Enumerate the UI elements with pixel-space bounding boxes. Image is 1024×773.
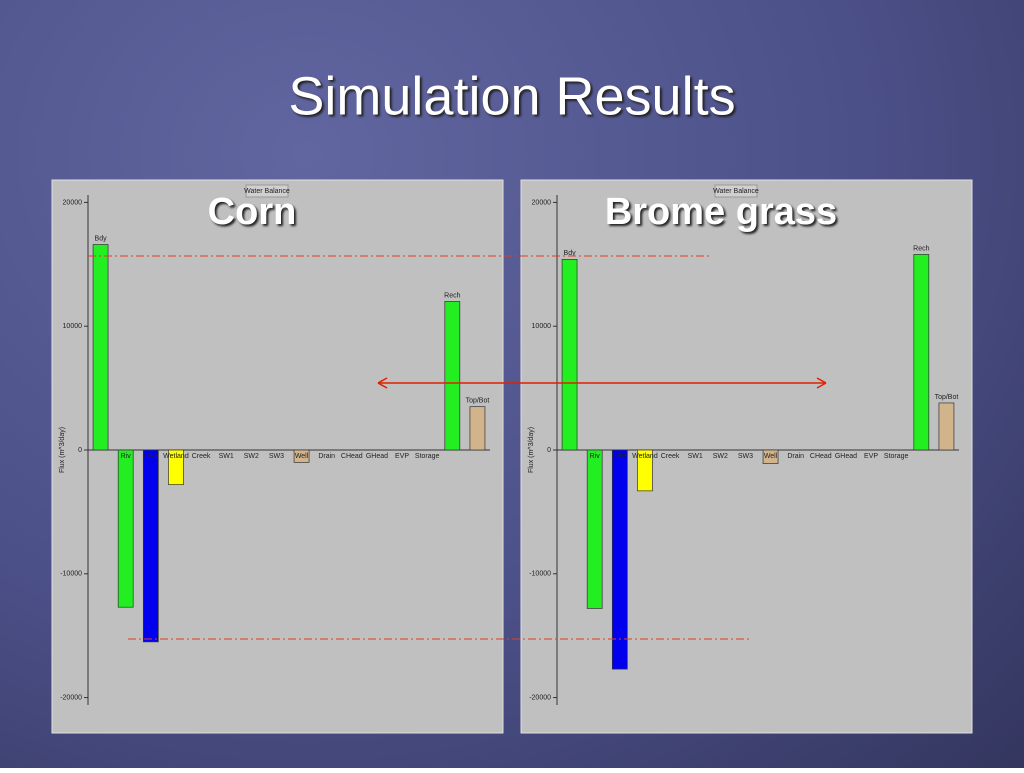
x-tick-label: SW1: [688, 453, 703, 460]
x-tick-label: Creek: [661, 453, 680, 460]
bar: [142, 449, 159, 643]
x-tick-label: Creek: [192, 453, 211, 460]
bar: [92, 244, 109, 451]
x-tick-label: Storage: [415, 453, 440, 460]
bar: [611, 449, 628, 670]
x-tick-label: GHead: [366, 453, 388, 460]
y-tick-label: 10000: [63, 323, 83, 330]
bar: [168, 449, 184, 486]
chart-title-box: [714, 184, 758, 198]
x-tick-label: Drain: [318, 453, 335, 460]
y-axis-label: Flux (m^3/day): [59, 427, 66, 473]
x-tick-label: Top/Bot: [935, 394, 959, 401]
bar: [938, 402, 955, 451]
bar: [444, 301, 461, 451]
y-tick-label: 10000: [532, 323, 552, 330]
x-tick-label: Well: [764, 453, 778, 460]
bar: [762, 449, 779, 464]
y-tick-label: 0: [78, 447, 82, 454]
y-tick-label: -10000: [60, 571, 82, 578]
x-tick-label: Well: [295, 453, 309, 460]
y-axis-label: Flux (m^3/day): [528, 427, 535, 473]
chart-title: Water Balance: [713, 188, 759, 195]
bar: [469, 406, 486, 451]
bar: [561, 259, 578, 451]
chart-title: Water Balance: [244, 188, 290, 195]
x-tick-label: Lake: [612, 453, 627, 460]
chart-title-box: [245, 184, 289, 198]
y-tick-label: -10000: [529, 571, 551, 578]
bar: [637, 449, 653, 492]
x-tick-label: Rech: [444, 292, 460, 299]
chart-heading: Brome grass: [605, 191, 837, 233]
x-tick-label: Wetland: [632, 453, 658, 460]
x-tick-label: Bdy: [95, 235, 108, 242]
bar: [293, 449, 310, 463]
x-tick-label: EVP: [395, 453, 409, 460]
arrow-heads: [377, 377, 827, 389]
x-tick-label: SW2: [244, 453, 259, 460]
x-tick-label: SW3: [738, 453, 753, 460]
x-tick-label: Top/Bot: [466, 398, 490, 405]
x-tick-label: GHead: [835, 453, 857, 460]
y-tick-label: 20000: [532, 199, 552, 206]
bar: [586, 449, 603, 609]
y-tick-label: 20000: [63, 199, 83, 206]
x-tick-label: SW2: [713, 453, 728, 460]
x-tick-label: Bdy: [564, 250, 577, 257]
x-tick-label: SW1: [219, 453, 234, 460]
y-tick-label: 0: [547, 447, 551, 454]
x-tick-label: CHead: [810, 453, 832, 460]
x-tick-label: SW3: [269, 453, 284, 460]
x-tick-label: EVP: [864, 453, 878, 460]
y-tick-label: -20000: [60, 694, 82, 701]
x-tick-label: Wetland: [163, 453, 189, 460]
slide-title: Simulation Results: [288, 66, 735, 126]
bar: [117, 449, 134, 608]
x-tick-label: Riv: [121, 453, 132, 460]
x-tick-label: Storage: [884, 453, 909, 460]
chart-heading: Corn: [208, 191, 297, 233]
y-tick-label: -20000: [529, 694, 551, 701]
x-tick-label: Lake: [143, 453, 158, 460]
x-tick-label: CHead: [341, 453, 363, 460]
x-tick-label: Riv: [590, 453, 601, 460]
bar: [913, 254, 930, 451]
x-tick-label: Rech: [913, 245, 929, 252]
x-tick-label: Drain: [787, 453, 804, 460]
